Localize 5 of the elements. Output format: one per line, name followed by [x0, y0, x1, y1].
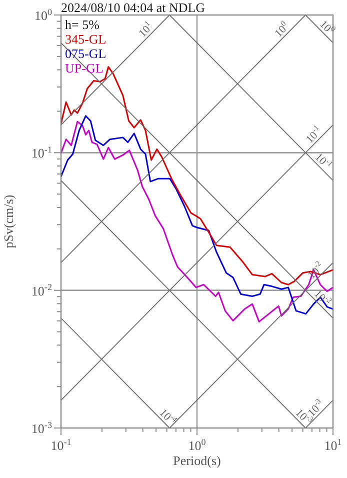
series-label: 345-GL: [65, 32, 106, 46]
chart-title: 2024/08/10 04:04 at NDLG: [61, 0, 206, 15]
annotation: h= 5%: [65, 17, 100, 32]
x-axis-title: Period(s): [173, 453, 221, 468]
y-axis-title: pSv(cm/s): [1, 194, 16, 248]
